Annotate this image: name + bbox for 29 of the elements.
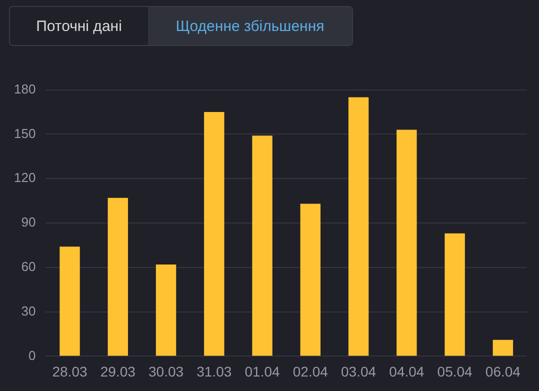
x-tick-label: 03.04 xyxy=(341,363,376,380)
y-tick-label: 120 xyxy=(14,170,36,186)
x-tick-label: 05.04 xyxy=(437,363,473,380)
y-tick-label: 90 xyxy=(21,214,36,230)
bar xyxy=(60,246,80,356)
x-tick-label: 28.03 xyxy=(52,363,88,380)
text: Поточні дані xyxy=(10,7,148,45)
y-tick-label: 180 xyxy=(14,81,36,96)
bar xyxy=(396,130,417,356)
x-tick-label: 29.03 xyxy=(100,363,136,380)
x-tick-label: 06.04 xyxy=(485,363,521,380)
bar xyxy=(156,264,176,356)
y-tick-label: 150 xyxy=(14,126,36,141)
text: Щоденне збільшення xyxy=(148,7,352,45)
x-tick-label: 04.04 xyxy=(389,363,424,380)
bar xyxy=(300,204,321,356)
bar xyxy=(252,136,272,356)
bar xyxy=(444,233,465,356)
bar xyxy=(108,198,128,356)
x-tick-label: 30.03 xyxy=(148,363,184,380)
x-tick-label: 02.04 xyxy=(292,363,328,380)
y-tick-label: 30 xyxy=(21,303,36,318)
x-tick-label: 31.03 xyxy=(196,363,232,380)
x-tick-label: 01.04 xyxy=(244,363,280,380)
bar xyxy=(492,340,514,356)
bar xyxy=(204,112,224,356)
y-tick-label: 0 xyxy=(28,348,36,363)
y-tick-label: 60 xyxy=(21,258,36,274)
bar xyxy=(348,97,369,356)
